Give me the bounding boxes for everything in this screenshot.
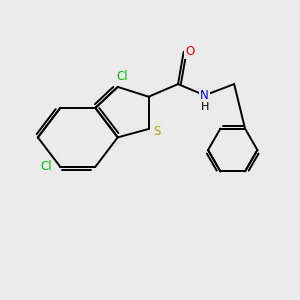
Text: S: S [153,125,160,138]
Text: O: O [185,45,194,58]
Text: Cl: Cl [40,160,52,173]
Text: N: N [200,89,209,102]
Text: H: H [200,102,209,112]
Text: Cl: Cl [116,70,128,83]
